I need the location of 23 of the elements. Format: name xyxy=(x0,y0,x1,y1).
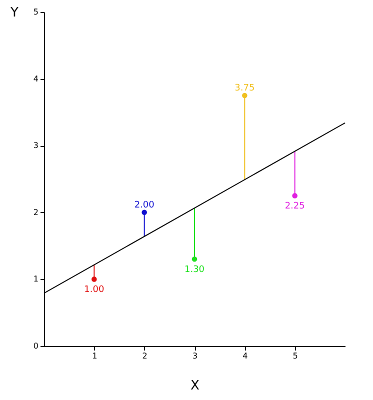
point xyxy=(92,276,97,282)
y-axis-title: Y xyxy=(10,6,19,20)
y-tick-label: 4 xyxy=(33,74,38,84)
y-tick-label: 1 xyxy=(33,274,38,284)
x-axis-title: X xyxy=(190,378,200,394)
x-tick-label: 5 xyxy=(292,352,298,360)
y-tick-label: 2 xyxy=(33,208,38,217)
y-tick-label: 0 xyxy=(33,342,38,350)
x-tick-label: 4 xyxy=(242,352,248,360)
point xyxy=(292,193,298,198)
point xyxy=(242,92,248,98)
x-tick-label: 2 xyxy=(142,352,148,360)
data-label: 1.30 xyxy=(184,265,205,276)
point xyxy=(142,210,147,216)
x-tick-label: 3 xyxy=(192,352,198,360)
y-tick-label: 3 xyxy=(33,141,38,150)
x-tick-label: 1 xyxy=(92,352,98,360)
data-label: 2.25 xyxy=(284,202,305,212)
data-label: 1.00 xyxy=(84,285,104,296)
y-tick-label: 5 xyxy=(33,8,38,16)
data-label: 2.00 xyxy=(134,200,155,210)
point xyxy=(192,256,198,262)
data-label: 3.75 xyxy=(234,84,255,94)
